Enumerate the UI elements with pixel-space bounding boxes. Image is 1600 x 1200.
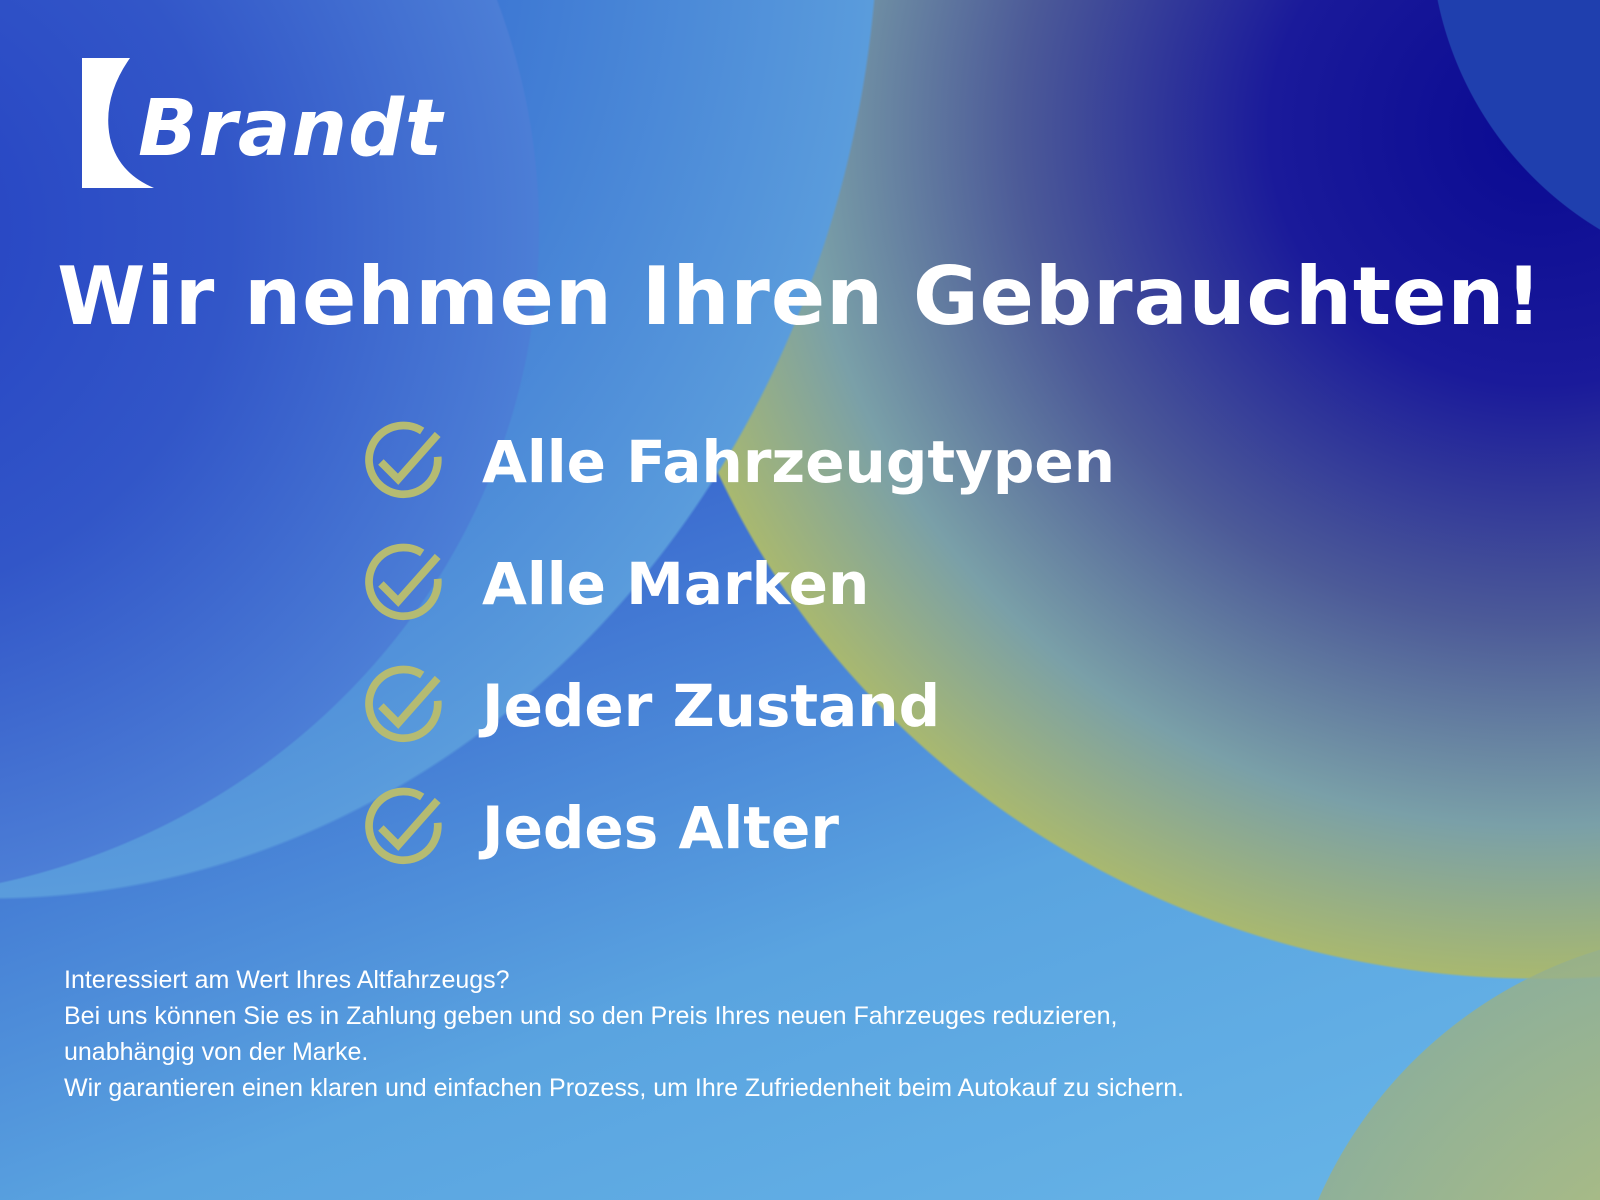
body-line: unabhängig von der Marke.: [64, 1038, 369, 1066]
body-line: Wir garantieren einen klaren und einfach…: [64, 1074, 1185, 1102]
check-circle-icon: [365, 421, 442, 499]
check-circle-icon: [365, 543, 442, 621]
feature-list: Alle Fahrzeugtypen Alle Marken Jeder Zus…: [362, 402, 1115, 890]
brand-logo-mark: [82, 58, 154, 188]
check-circle-icon: [365, 787, 442, 865]
feature-label: Alle Marken: [482, 550, 870, 618]
feature-item: Alle Marken: [362, 524, 1115, 644]
body-line: Interessiert am Wert Ihres Altfahrzeugs?: [64, 966, 510, 994]
brand-logo-text: Brandt: [138, 84, 444, 174]
body-line: Bei uns können Sie es in Zahlung geben u…: [64, 1002, 1118, 1030]
feature-label: Jedes Alter: [482, 794, 839, 862]
headline: Wir nehmen Ihren Gebrauchten!: [57, 250, 1543, 343]
feature-label: Alle Fahrzeugtypen: [482, 428, 1116, 496]
check-circle-icon: [365, 665, 442, 743]
feature-item: Jedes Alter: [362, 768, 1115, 888]
feature-item: Alle Fahrzeugtypen: [362, 402, 1115, 522]
feature-item: Jeder Zustand: [362, 646, 1115, 766]
body-text: Interessiert am Wert Ihres Altfahrzeugs?…: [64, 962, 1184, 1106]
feature-label: Jeder Zustand: [482, 672, 941, 740]
